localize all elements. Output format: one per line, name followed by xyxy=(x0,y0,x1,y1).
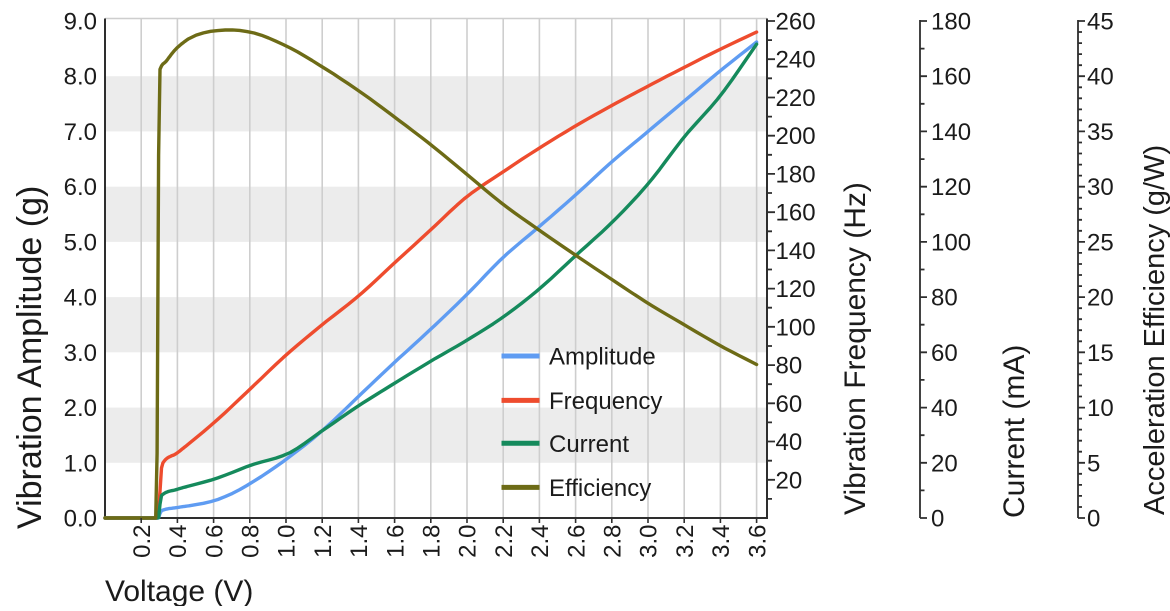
svg-text:8.0: 8.0 xyxy=(64,64,97,91)
svg-text:5: 5 xyxy=(1087,450,1100,477)
svg-text:Current (mA): Current (mA) xyxy=(998,345,1031,518)
svg-text:80: 80 xyxy=(931,285,958,312)
svg-text:Frequency: Frequency xyxy=(549,388,662,415)
svg-text:200: 200 xyxy=(776,123,816,150)
svg-text:2.0: 2.0 xyxy=(64,395,97,422)
svg-text:260: 260 xyxy=(776,9,816,36)
svg-text:0.2: 0.2 xyxy=(129,525,156,558)
svg-text:15: 15 xyxy=(1087,340,1114,367)
svg-text:180: 180 xyxy=(931,9,971,36)
svg-text:60: 60 xyxy=(931,340,958,367)
svg-text:2.0: 2.0 xyxy=(455,525,482,558)
svg-text:4.0: 4.0 xyxy=(64,285,97,312)
svg-text:0.8: 0.8 xyxy=(238,525,265,558)
svg-text:0: 0 xyxy=(931,506,944,533)
svg-text:Efficiency: Efficiency xyxy=(549,475,651,502)
svg-text:Current: Current xyxy=(549,431,629,458)
svg-text:2.8: 2.8 xyxy=(600,525,627,558)
svg-text:100: 100 xyxy=(931,229,971,256)
svg-text:Amplitude: Amplitude xyxy=(549,344,656,371)
svg-text:10: 10 xyxy=(1087,395,1114,422)
svg-text:140: 140 xyxy=(776,238,816,265)
svg-text:1.2: 1.2 xyxy=(310,525,337,558)
svg-text:0.0: 0.0 xyxy=(64,506,97,533)
svg-text:1.0: 1.0 xyxy=(274,525,301,558)
svg-text:45: 45 xyxy=(1087,9,1114,36)
svg-text:Vibration Frequency (Hz): Vibration Frequency (Hz) xyxy=(839,182,872,515)
svg-text:35: 35 xyxy=(1087,119,1114,146)
svg-text:Voltage (V): Voltage (V) xyxy=(105,575,253,606)
svg-text:9.0: 9.0 xyxy=(64,9,97,36)
svg-text:0: 0 xyxy=(1087,506,1100,533)
svg-text:100: 100 xyxy=(776,314,816,341)
svg-text:0.4: 0.4 xyxy=(165,525,192,558)
svg-text:3.0: 3.0 xyxy=(636,525,663,558)
svg-text:60: 60 xyxy=(776,391,803,418)
svg-text:3.6: 3.6 xyxy=(744,525,771,558)
svg-text:220: 220 xyxy=(776,85,816,112)
svg-text:Vibration Amplitude (g): Vibration Amplitude (g) xyxy=(11,186,49,529)
svg-text:40: 40 xyxy=(1087,64,1114,91)
svg-text:5.0: 5.0 xyxy=(64,229,97,256)
svg-text:1.6: 1.6 xyxy=(382,525,409,558)
svg-text:3.2: 3.2 xyxy=(672,525,699,558)
svg-text:1.4: 1.4 xyxy=(346,525,373,558)
svg-text:7.0: 7.0 xyxy=(64,119,97,146)
svg-text:0.6: 0.6 xyxy=(201,525,228,558)
svg-text:160: 160 xyxy=(776,200,816,227)
svg-text:20: 20 xyxy=(931,450,958,477)
svg-text:160: 160 xyxy=(931,64,971,91)
svg-text:20: 20 xyxy=(776,467,803,494)
svg-text:6.0: 6.0 xyxy=(64,174,97,201)
svg-text:140: 140 xyxy=(931,119,971,146)
svg-text:2.4: 2.4 xyxy=(527,525,554,558)
svg-text:120: 120 xyxy=(776,276,816,303)
svg-text:20: 20 xyxy=(1087,285,1114,312)
svg-text:40: 40 xyxy=(931,395,958,422)
svg-text:2.6: 2.6 xyxy=(563,525,590,558)
svg-text:180: 180 xyxy=(776,161,816,188)
svg-text:25: 25 xyxy=(1087,229,1114,256)
svg-text:Acceleration Efficiency (g/W): Acceleration Efficiency (g/W) xyxy=(1139,145,1170,515)
svg-text:30: 30 xyxy=(1087,174,1114,201)
svg-text:3.4: 3.4 xyxy=(708,525,735,558)
svg-text:240: 240 xyxy=(776,47,816,74)
svg-text:1.0: 1.0 xyxy=(64,450,97,477)
svg-text:1.8: 1.8 xyxy=(419,525,446,558)
svg-text:80: 80 xyxy=(776,353,803,380)
svg-text:2.2: 2.2 xyxy=(491,525,518,558)
svg-text:120: 120 xyxy=(931,174,971,201)
svg-text:3.0: 3.0 xyxy=(64,340,97,367)
svg-text:40: 40 xyxy=(776,429,803,456)
